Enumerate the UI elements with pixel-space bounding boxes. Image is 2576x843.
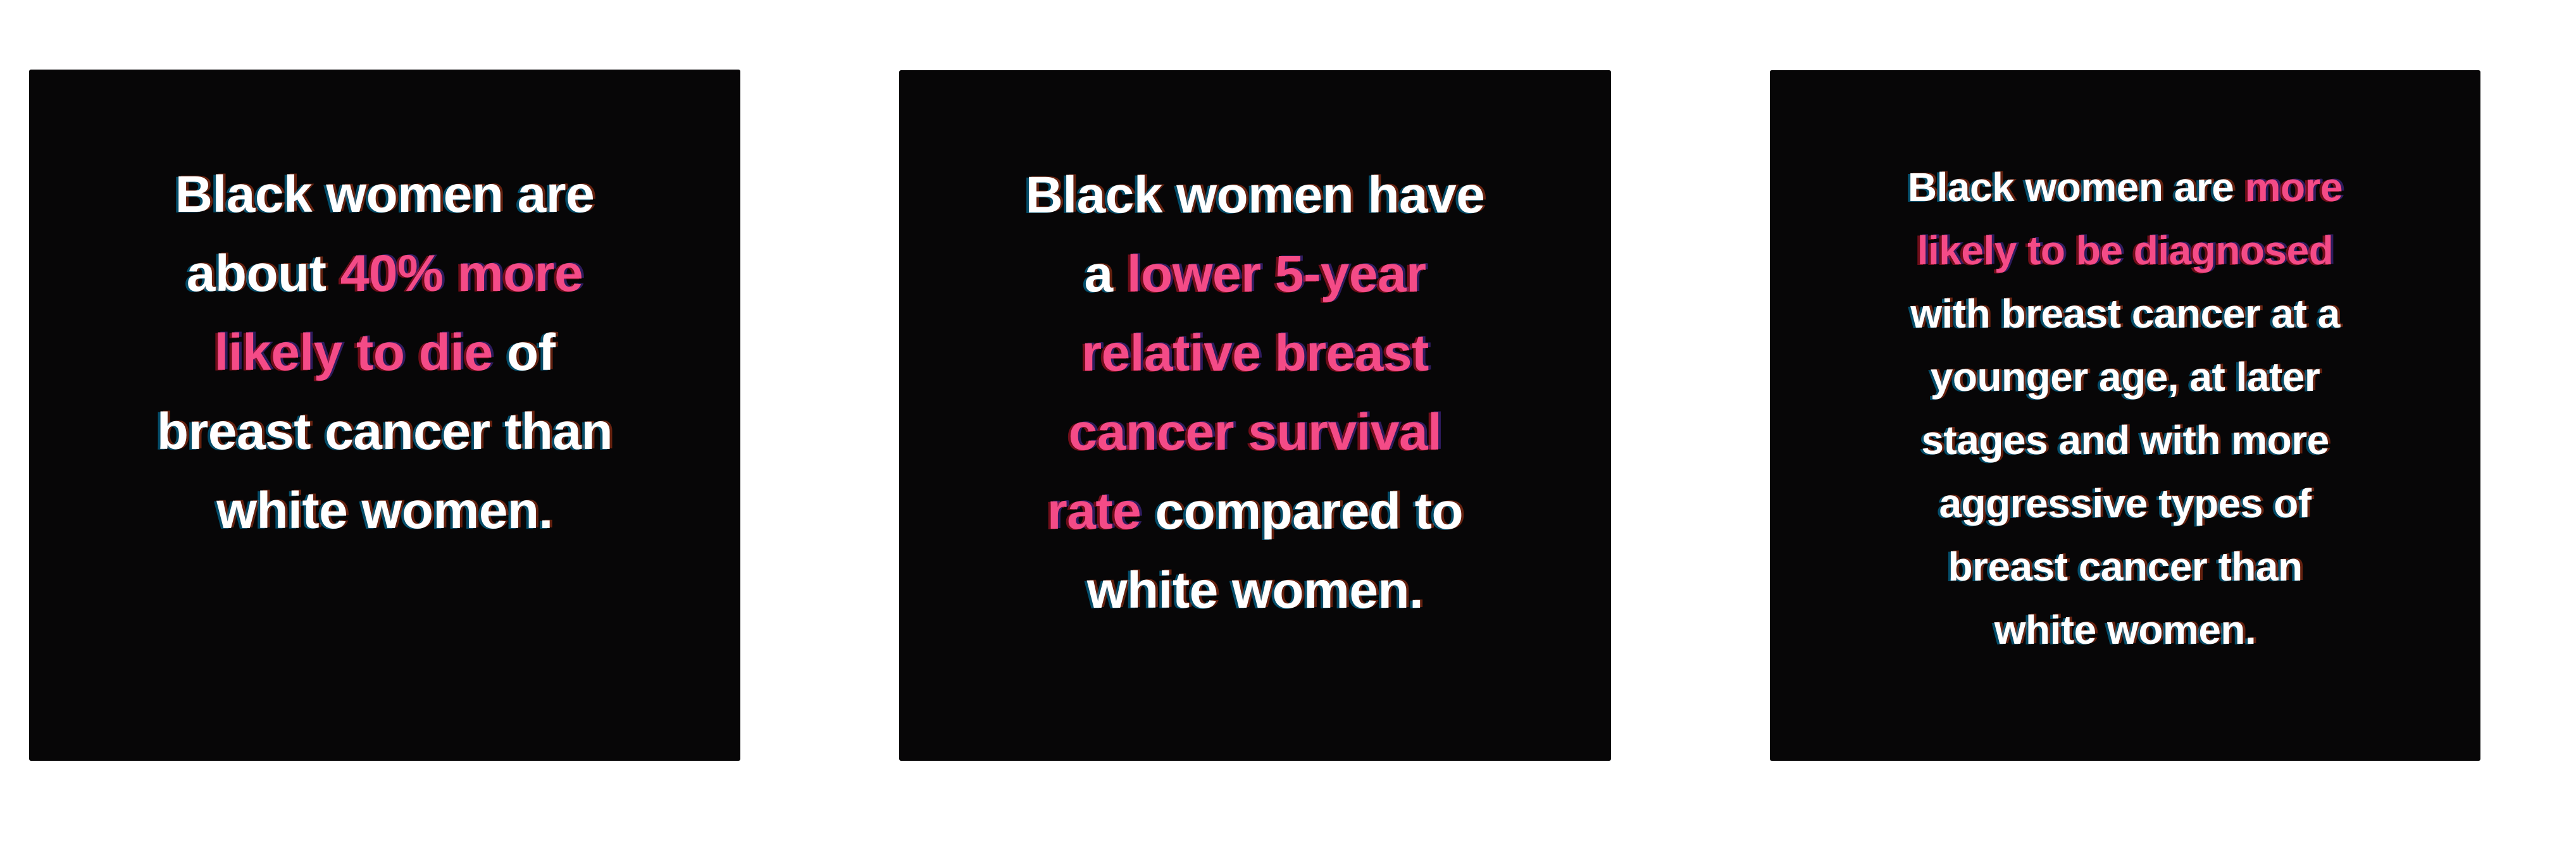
- text-line: white women.: [1795, 598, 2455, 661]
- highlight-text: lower 5-year: [1126, 245, 1426, 303]
- card-text: Black women have a lower 5-year relative b…: [899, 70, 1611, 630]
- body-text: Black women are: [1907, 164, 2245, 210]
- text-line: Black women are more: [1795, 156, 2455, 219]
- body-text: white women.: [216, 482, 553, 539]
- body-text: white women.: [1994, 607, 2256, 653]
- body-text: younger age, at later: [1930, 354, 2320, 400]
- body-text: breast cancer than: [1948, 544, 2303, 589]
- highlight-text: cancer survival: [1068, 403, 1442, 461]
- text-line: breast cancer than: [1795, 535, 2455, 598]
- body-text: of: [492, 324, 556, 381]
- highlight-text: relative breast: [1081, 324, 1429, 382]
- text-line: Black women are: [54, 155, 715, 234]
- text-line: rate compared to: [924, 472, 1586, 551]
- text-line: younger age, at later: [1795, 345, 2455, 409]
- body-text: aggressive types of: [1939, 481, 2312, 526]
- stat-card-mortality: Black women are about 40% more likely to d…: [29, 70, 740, 761]
- text-line: likely to be diagnosed: [1795, 219, 2455, 282]
- text-line: aggressive types of: [1795, 472, 2455, 535]
- card-text: Black women are more likely to be diagnos…: [1770, 70, 2480, 661]
- text-line: white women.: [54, 471, 715, 550]
- body-text: stages and with more: [1921, 417, 2329, 463]
- highlight-text: likely to die: [214, 324, 494, 381]
- text-line: a lower 5-year: [924, 235, 1586, 314]
- text-line: stages and with more: [1795, 409, 2455, 472]
- text-line: about 40% more: [54, 234, 715, 313]
- text-line: relative breast: [924, 314, 1586, 393]
- body-text: a: [1084, 245, 1127, 303]
- body-text: about: [186, 245, 340, 302]
- text-line: likely to die of: [54, 313, 715, 392]
- highlight-text: rate: [1047, 483, 1142, 540]
- body-text: white women.: [1086, 562, 1424, 619]
- body-text: with breast cancer at a: [1910, 291, 2340, 336]
- body-text: Black women are: [175, 166, 595, 223]
- text-line: breast cancer than: [54, 392, 715, 471]
- text-line: white women.: [924, 551, 1586, 630]
- body-text: Black women have: [1025, 166, 1485, 224]
- stat-card-survival-rate: Black women have a lower 5-year relative b…: [899, 70, 1611, 761]
- body-text: breast cancer than: [156, 403, 613, 460]
- text-line: cancer survival: [924, 393, 1586, 472]
- highlight-text: 40% more: [340, 245, 583, 302]
- highlight-text: likely to be diagnosed: [1917, 228, 2334, 273]
- text-line: with breast cancer at a: [1795, 282, 2455, 345]
- stat-card-diagnosis: Black women are more likely to be diagnos…: [1770, 70, 2480, 761]
- card-text: Black women are about 40% more likely to d…: [29, 70, 740, 550]
- body-text: compared to: [1141, 483, 1464, 540]
- text-line: Black women have: [924, 156, 1586, 235]
- highlight-text: more: [2244, 164, 2343, 210]
